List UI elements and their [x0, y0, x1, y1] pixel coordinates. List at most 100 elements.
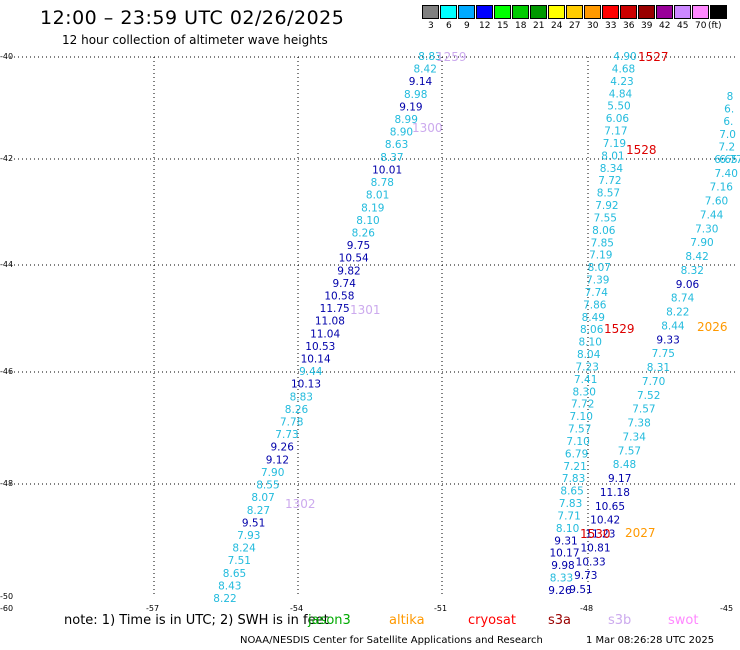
wave-height-value: 9.33	[656, 334, 679, 346]
wave-height-value: 11.04	[310, 328, 340, 340]
wave-height-value: 9.74	[333, 278, 357, 290]
pass-time-label: 1302	[285, 497, 316, 511]
wave-height-value: 11.08	[315, 316, 345, 328]
wave-height-value: 7.71	[557, 511, 580, 523]
legend-label: 36	[623, 21, 635, 31]
wave-height-value: 8.27	[247, 505, 270, 517]
wave-height-value: 7.2	[718, 141, 735, 153]
wave-height-value: 8.42	[414, 64, 437, 76]
satellite-label: s3a	[548, 613, 572, 628]
wave-height-value: 7.85	[591, 237, 614, 249]
pass-time-label: 1300	[412, 121, 443, 135]
wave-height-value: 7.57	[618, 445, 641, 457]
wave-height-value: 7.17	[604, 126, 627, 138]
latitude-label: -50	[0, 592, 14, 601]
legend-swatch	[458, 5, 475, 19]
wave-height-value: 8.26	[285, 404, 309, 416]
longitude-label: -60	[0, 604, 14, 613]
wave-height-value: 7.44	[700, 210, 724, 222]
pass-time-label: 1259	[436, 50, 467, 64]
legend-swatch	[620, 5, 637, 19]
pass-time-label: 2027	[625, 526, 656, 540]
wave-height-value: 10.65	[595, 501, 625, 513]
legend-label: 12	[479, 21, 491, 31]
wave-height-value: 8.57	[597, 188, 620, 200]
latitude-label: -48	[0, 479, 14, 488]
wave-height-value: 10.14	[301, 354, 331, 366]
wave-height-value: 7.39	[586, 275, 609, 287]
longitude-label: -48	[580, 604, 594, 613]
generated-timestamp: 1 Mar 08:26:28 UTC 2025	[586, 635, 715, 646]
wave-height-value: 8.74	[671, 293, 695, 305]
wave-height-value: 7.57	[568, 424, 591, 436]
latitude-label: -44	[0, 260, 14, 269]
wave-height-value: 9.26	[271, 442, 295, 454]
wave-height-value: 4.68	[612, 63, 635, 75]
wave-height-value: 8.65	[560, 486, 583, 498]
wave-height-value: 7.40	[715, 168, 738, 180]
legend-unit: (ft)	[708, 21, 722, 31]
legend-label: 3	[428, 21, 434, 31]
wave-height-value: 7.74	[585, 287, 609, 299]
wave-height-value: 10.42	[590, 515, 620, 527]
wave-height-value: 9.98	[551, 560, 574, 572]
wave-height-value: 7.83	[562, 473, 585, 485]
map-subtitle: 12 hour collection of altimeter wave hei…	[62, 33, 328, 47]
pass-time-label: 1301	[350, 303, 381, 317]
legend-label: 15	[497, 21, 509, 31]
wave-height-value: 4.84	[609, 88, 633, 100]
wave-height-value: 7.19	[589, 250, 612, 262]
wave-height-value: 7.73	[275, 429, 298, 441]
wave-height-value: 10.01	[372, 164, 402, 176]
wave-height-value: 9.51	[242, 517, 265, 529]
wave-height-value: 9.73	[574, 570, 597, 582]
legend-swatch	[584, 5, 601, 19]
wave-height-value: 7.10	[566, 436, 589, 448]
legend-swatch	[566, 5, 583, 19]
wave-height-value: 8.33	[550, 573, 573, 585]
wave-height-value: 8.04	[577, 349, 601, 361]
wave-height-value: 8.01	[366, 190, 389, 202]
legend-label: 30	[587, 21, 599, 31]
longitude-label: -45	[720, 604, 734, 613]
longitude-label: -54	[290, 604, 304, 613]
wave-height-value: 8.07	[251, 492, 274, 504]
wave-height-value: 4.90	[613, 51, 636, 63]
wave-height-value: 8.22	[213, 593, 236, 605]
satellite-label: cryosat	[468, 613, 516, 628]
wave-height-value: 6.65	[714, 154, 737, 166]
wave-height-value: 7.86	[583, 299, 607, 311]
legend-label: 45	[677, 21, 689, 31]
wave-height-value: 8.44	[661, 321, 685, 333]
wave-height-value: 7.60	[705, 196, 728, 208]
wave-height-value: 9.14	[409, 76, 433, 88]
wave-height-value: 8.83	[290, 391, 313, 403]
wave-height-value: 7.90	[261, 467, 284, 479]
wave-height-value: 8.31	[647, 362, 670, 374]
wave-height-value: 7.72	[571, 399, 594, 411]
wave-height-value: 8.26	[352, 228, 376, 240]
map-title: 12:00 – 23:59 UTC 02/26/2025	[40, 7, 345, 29]
legend-label: 27	[569, 21, 581, 31]
legend-swatch	[422, 5, 439, 19]
wave-height-value: 8.83	[418, 51, 441, 63]
latitude-label: -42	[0, 154, 14, 163]
latitude-label: -46	[0, 367, 14, 376]
wave-height-value: 7.93	[237, 530, 260, 542]
wave-height-value: 7.23	[576, 362, 599, 374]
longitude-label: -51	[434, 604, 448, 613]
longitude-label: -57	[146, 604, 160, 613]
wave-height-value: 7.70	[642, 376, 665, 388]
wave-height-value: 8.24	[232, 543, 256, 555]
wave-height-value: 6.	[724, 104, 734, 116]
wave-height-value: 11.23	[585, 529, 615, 541]
wave-height-value: 7.0	[719, 129, 736, 141]
wave-height-value: 6.77	[719, 154, 740, 166]
legend-swatch	[674, 5, 691, 19]
wave-height-value: 8.22	[666, 307, 689, 319]
wave-height-value: 10.58	[324, 291, 354, 303]
wave-height-value: 6.79	[565, 448, 588, 460]
wave-height-value: 10.17	[549, 548, 579, 560]
legend-swatch	[692, 5, 709, 19]
wave-height-value: 10.81	[580, 542, 610, 554]
